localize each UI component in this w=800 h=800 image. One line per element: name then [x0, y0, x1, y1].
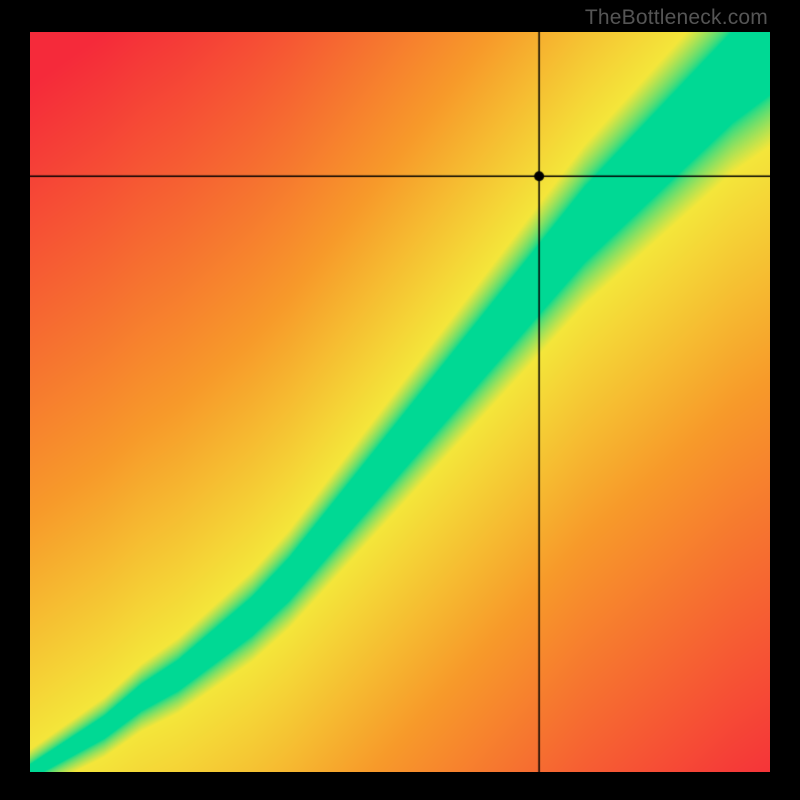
root: TheBottleneck.com — [0, 0, 800, 800]
watermark-text: TheBottleneck.com — [585, 6, 768, 30]
heatmap-plot — [30, 32, 770, 772]
heatmap-canvas — [30, 32, 770, 772]
